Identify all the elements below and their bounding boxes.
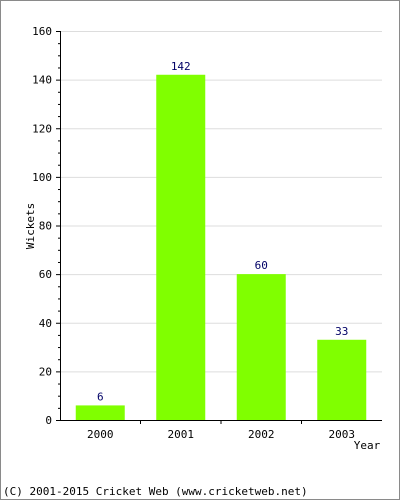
copyright-footer: (C) 2001-2015 Cricket Web (www.cricketwe… <box>3 485 308 498</box>
y-tick-label: 40 <box>39 317 52 330</box>
y-tick-label: 20 <box>39 365 52 378</box>
bar-2000 <box>75 405 125 420</box>
bar-2002 <box>236 274 286 420</box>
bars <box>75 74 367 420</box>
labels: 0 20 40 60 80 100 120 140 160 6 2000 142 2001 60 2002 3… <box>32 25 355 441</box>
gridlines <box>60 31 382 373</box>
y-tick-label: 120 <box>32 122 52 135</box>
y-tick-label: 100 <box>32 171 52 184</box>
y-tick-label: 140 <box>32 74 52 87</box>
y-axis-title: Wickets <box>24 203 37 249</box>
bar-value-label: 33 <box>335 325 348 338</box>
bar-value-label: 6 <box>97 390 104 403</box>
bar-value-label: 142 <box>171 60 191 73</box>
y-tick-label: 160 <box>32 25 52 38</box>
x-tick-label: 2002 <box>248 428 275 441</box>
bar-2003 <box>317 339 367 420</box>
x-tick-label: 2003 <box>329 428 356 441</box>
x-axis-title: Year <box>354 439 381 452</box>
x-tick-label: 2001 <box>168 428 195 441</box>
bar-value-label: 60 <box>255 259 268 272</box>
y-tick-label: 80 <box>39 220 52 233</box>
bar-2001 <box>156 74 206 420</box>
y-tick-label: 0 <box>45 414 52 427</box>
x-tick-label: 2000 <box>87 428 114 441</box>
y-tick-label: 60 <box>39 268 52 281</box>
